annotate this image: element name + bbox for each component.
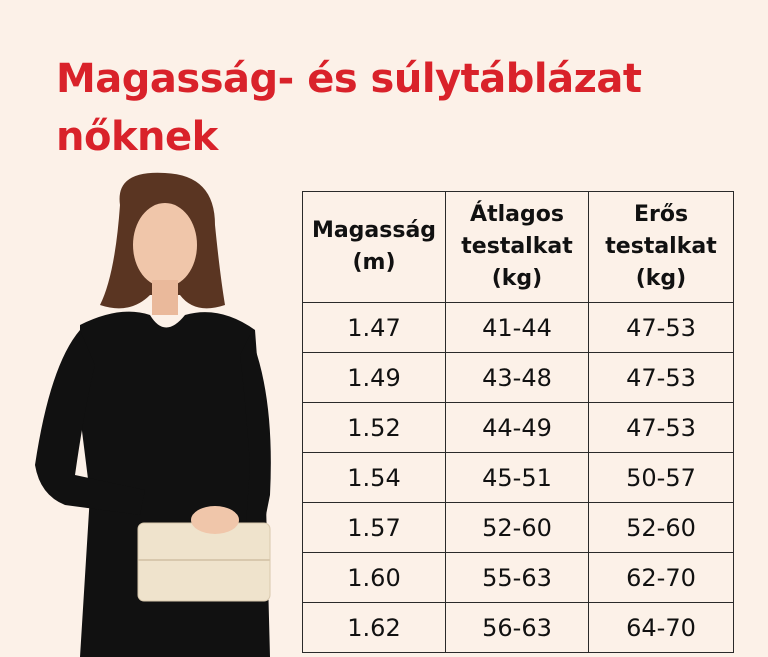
cell-strong: 47-53	[588, 302, 734, 353]
cell-strong: 62-70	[588, 552, 734, 603]
cell-height: 1.47	[302, 302, 446, 353]
cell-average: 43-48	[445, 352, 589, 403]
page-title: Magasság- és súlytáblázat nőknek	[56, 56, 642, 160]
woman-illustration	[35, 172, 271, 657]
cell-average: 45-51	[445, 452, 589, 503]
table-header-row: Magasság (m) Átlagos testalkat (kg) Erős…	[302, 191, 734, 303]
hand	[191, 506, 239, 534]
table-row: 1.52 44-49 47-53	[302, 402, 734, 453]
cell-strong: 47-53	[588, 402, 734, 453]
table-row: 1.49 43-48 47-53	[302, 352, 734, 403]
header-strong: Erős testalkat (kg)	[588, 191, 734, 303]
table-row: 1.57 52-60 52-60	[302, 502, 734, 553]
table-row: 1.54 45-51 50-57	[302, 452, 734, 503]
cell-average: 55-63	[445, 552, 589, 603]
cell-average: 52-60	[445, 502, 589, 553]
header-average: Átlagos testalkat (kg)	[445, 191, 589, 303]
right-arm	[240, 335, 271, 545]
cell-height: 1.57	[302, 502, 446, 553]
clutch	[137, 522, 271, 602]
left-arm	[35, 330, 145, 515]
face	[133, 203, 197, 287]
cell-strong: 64-70	[588, 602, 734, 653]
cell-strong: 47-53	[588, 352, 734, 403]
cell-height: 1.52	[302, 402, 446, 453]
cell-height: 1.60	[302, 552, 446, 603]
table-row: 1.60 55-63 62-70	[302, 552, 734, 603]
cell-average: 41-44	[445, 302, 589, 353]
cell-height: 1.49	[302, 352, 446, 403]
cell-height: 1.62	[302, 602, 446, 653]
table-row: 1.62 56-63 64-70	[302, 602, 734, 653]
cell-average: 56-63	[445, 602, 589, 653]
header-height: Magasság (m)	[302, 191, 446, 303]
cell-height: 1.54	[302, 452, 446, 503]
cell-strong: 52-60	[588, 502, 734, 553]
cell-average: 44-49	[445, 402, 589, 453]
neck	[152, 280, 178, 315]
cell-strong: 50-57	[588, 452, 734, 503]
table-row: 1.47 41-44 47-53	[302, 302, 734, 353]
height-weight-table: Magasság (m) Átlagos testalkat (kg) Erős…	[302, 191, 734, 653]
